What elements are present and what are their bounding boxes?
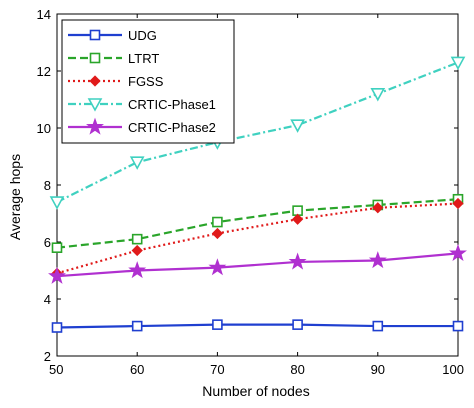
data-point	[372, 202, 384, 214]
legend-label: UDG	[128, 28, 157, 43]
data-point	[368, 251, 387, 269]
x-axis-label: Number of nodes	[202, 383, 309, 399]
x-axis-ticks: 50 60 70 80 90 100	[49, 14, 464, 377]
series-line	[56, 323, 458, 329]
data-point	[129, 156, 145, 170]
x-tick-label: 70	[210, 362, 224, 377]
y-tick-label: 12	[37, 64, 51, 79]
data-point	[211, 227, 224, 240]
data-point	[288, 252, 307, 270]
legend-item: FGSS	[68, 74, 164, 89]
legend-marker	[86, 117, 104, 135]
x-tick-label: 90	[371, 362, 385, 377]
legend-label: CRTIC-Phase2	[128, 120, 216, 135]
data-point	[48, 266, 66, 284]
y-tick-label: 4	[44, 292, 51, 307]
data-point	[212, 216, 223, 228]
data-point	[131, 233, 143, 245]
legend-label: FGSS	[128, 74, 164, 89]
legend-label: CRTIC-Phase1	[128, 97, 216, 112]
legend-item: UDG	[68, 28, 157, 43]
series-crtic-phase2	[48, 243, 467, 284]
legend-label: LTRT	[128, 51, 159, 66]
series-lines	[48, 56, 467, 333]
legend-marker	[89, 29, 101, 41]
y-tick-label: 2	[44, 349, 51, 364]
data-point	[452, 197, 464, 210]
series-line	[56, 252, 459, 278]
x-tick-label: 60	[130, 362, 144, 377]
data-point	[208, 258, 227, 276]
data-point	[51, 322, 63, 333]
x-tick-label: 50	[49, 362, 63, 377]
series-crtic-phase1	[49, 56, 466, 210]
data-point	[292, 319, 303, 330]
legend-marker	[89, 75, 101, 87]
series-line	[56, 198, 459, 249]
data-point	[291, 213, 304, 225]
x-tick-label: 80	[290, 362, 304, 377]
series-line	[56, 202, 459, 275]
data-point	[131, 244, 143, 257]
y-tick-label: 8	[44, 178, 51, 193]
y-axis-label: Average hops	[7, 154, 23, 240]
data-point	[452, 320, 464, 332]
data-point	[370, 88, 386, 102]
series-line	[56, 61, 459, 204]
data-point	[450, 56, 466, 71]
data-point	[290, 119, 305, 133]
y-tick-label: 14	[37, 7, 51, 22]
data-point	[131, 320, 143, 332]
data-point	[51, 242, 63, 253]
legend-item: CRTIC-Phase1	[68, 97, 216, 112]
x-tick-label: 100	[442, 362, 464, 377]
legend-item: LTRT	[68, 51, 159, 66]
legend-marker	[89, 52, 101, 64]
y-tick-label: 6	[44, 235, 51, 250]
series-udg	[51, 319, 464, 333]
y-axis-ticks: 2 4 6 8 10 12 14	[37, 7, 458, 364]
data-point	[128, 261, 147, 279]
data-point	[49, 196, 65, 210]
y-tick-label: 10	[37, 121, 51, 136]
data-point	[372, 320, 384, 332]
legend: UDG LTRT FGSS CRTIC-Phase1 CRTIC-Phase2	[61, 19, 235, 144]
data-point	[212, 319, 223, 330]
legend-marker	[87, 98, 103, 112]
data-point	[449, 243, 467, 262]
legend-item: CRTIC-Phase2	[68, 117, 216, 135]
